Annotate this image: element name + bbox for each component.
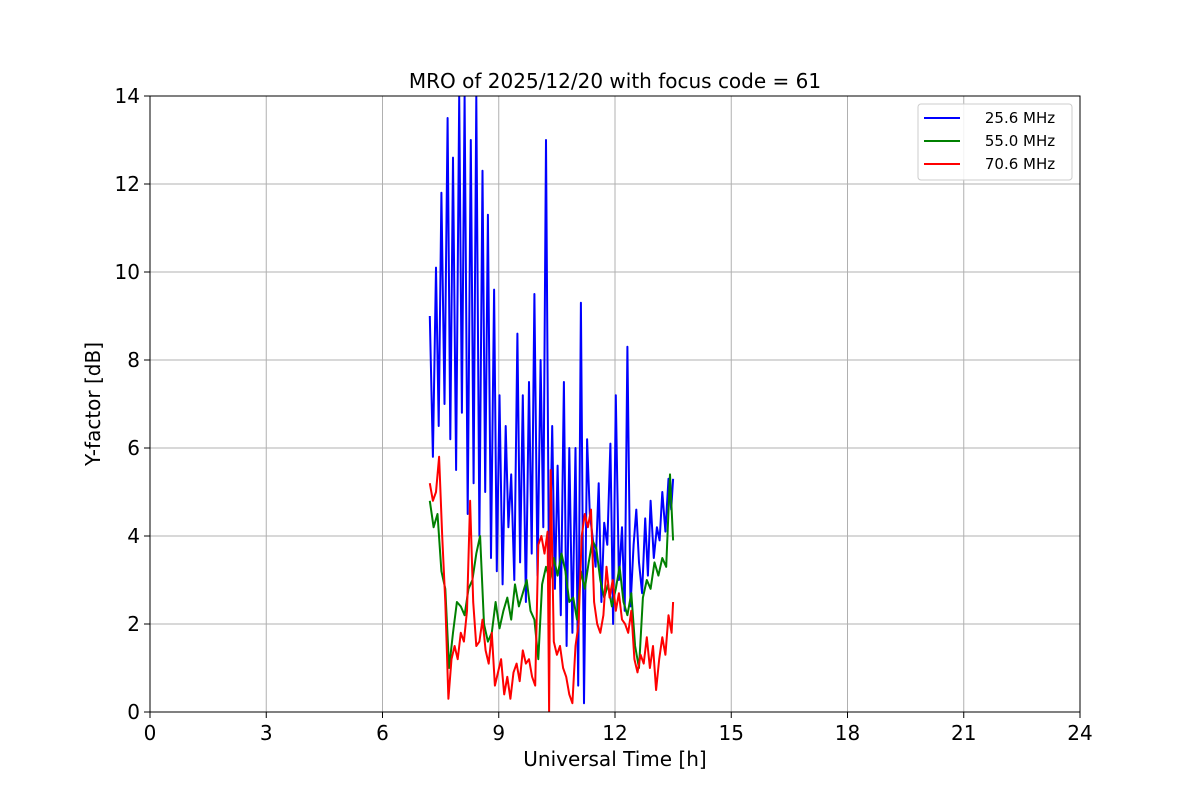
- x-tick-label: 21: [951, 721, 976, 745]
- y-tick-label: 8: [127, 348, 140, 372]
- x-tick-label: 12: [602, 721, 627, 745]
- legend-label-0: 25.6 MHz: [985, 109, 1055, 127]
- x-tick-label: 9: [492, 721, 505, 745]
- x-axis-ticks: 0 3 6 9 12 15 18 21 24: [144, 712, 1093, 745]
- plot-frame: [149, 95, 1081, 713]
- chart-title: MRO of 2025/12/20 with focus code = 61: [409, 69, 821, 93]
- legend-box: [917, 103, 1073, 181]
- x-axis-label: Universal Time [h]: [523, 747, 706, 771]
- y-axis-label: Y-factor [dB]: [81, 342, 105, 467]
- x-tick-label: 6: [376, 721, 389, 745]
- y-tick-label: 2: [127, 612, 140, 636]
- x-tick-label: 24: [1067, 721, 1092, 745]
- legend-label-1: 55.0 MHz: [985, 132, 1055, 150]
- x-tick-label: 18: [835, 721, 860, 745]
- series-line-0: [428, 96, 675, 705]
- y-axis-ticks: 0 2 4 6 8 10 12 14: [115, 84, 150, 724]
- y-tick-label: 0: [127, 700, 140, 724]
- series-lines: [428, 96, 675, 712]
- series-line-2: [428, 455, 675, 712]
- y-tick-label: 6: [127, 436, 140, 460]
- y-tick-label: 10: [115, 260, 140, 284]
- x-tick-label: 15: [719, 721, 744, 745]
- y-tick-label: 4: [127, 524, 140, 548]
- y-tick-label: 14: [115, 84, 140, 108]
- legend: 25.6 MHz 55.0 MHz 70.6 MHz: [917, 103, 1073, 181]
- x-tick-label: 3: [260, 721, 273, 745]
- y-tick-label: 12: [115, 172, 140, 196]
- legend-label-2: 70.6 MHz: [985, 155, 1055, 173]
- x-tick-label: 0: [144, 721, 157, 745]
